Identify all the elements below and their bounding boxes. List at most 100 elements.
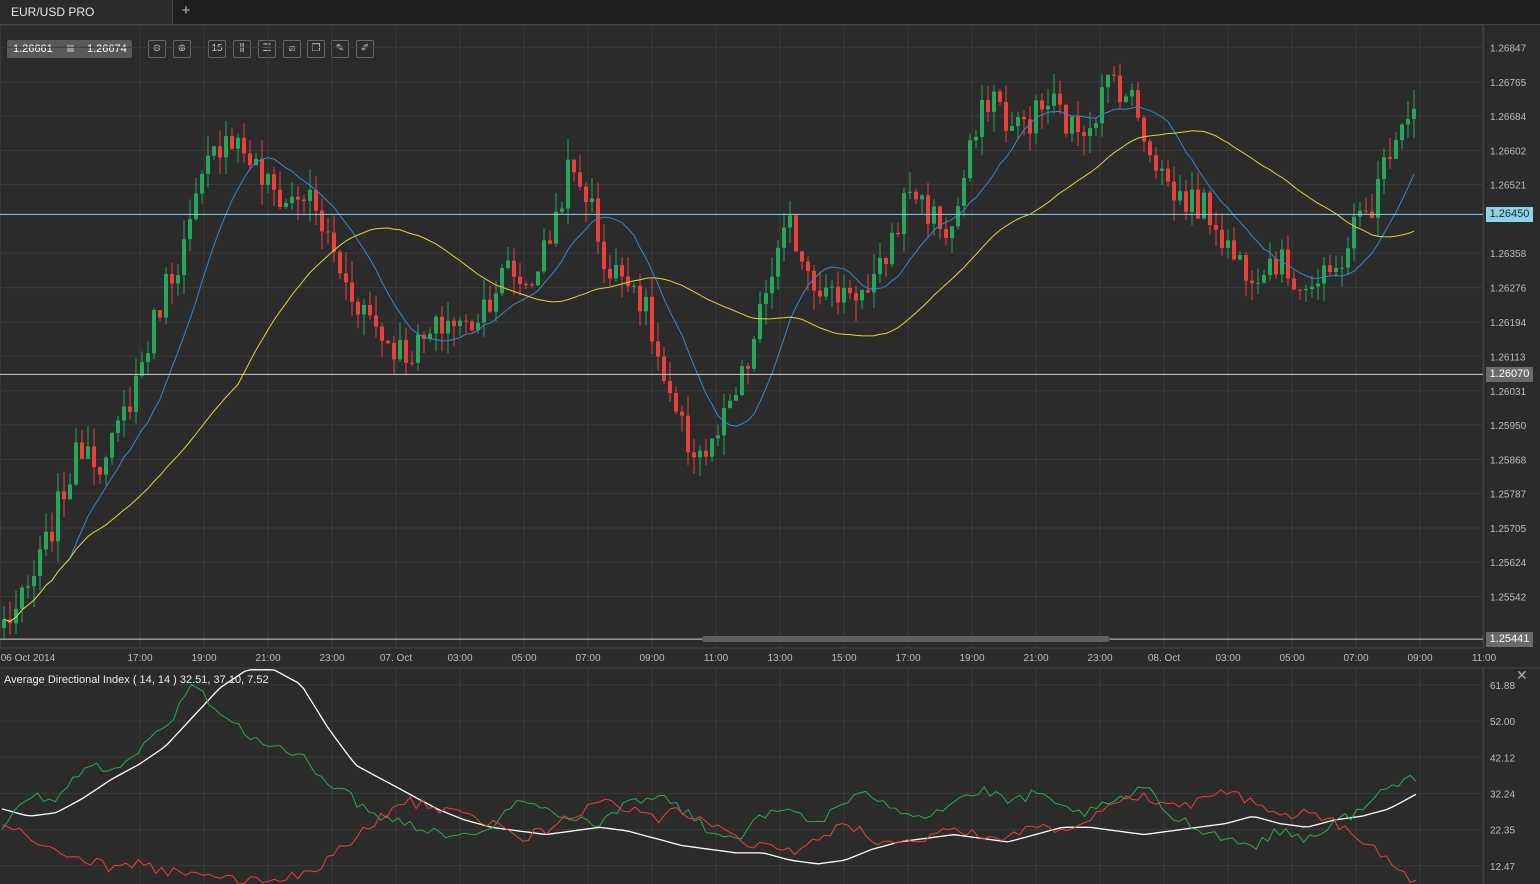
indicators-icon[interactable]: ☰ [258, 40, 276, 58]
y-tick-label: 1.25950 [1490, 421, 1527, 432]
candle-body [1232, 240, 1236, 260]
candle-body [704, 450, 708, 457]
candle-body [866, 290, 870, 293]
ma-fast-line [3, 106, 1415, 622]
ma-slow-line [3, 130, 1415, 622]
candle-body [908, 191, 912, 193]
candle-body [374, 315, 378, 327]
candle-body [896, 232, 900, 235]
candle-body [740, 366, 744, 395]
candle-body [332, 232, 336, 252]
candle-body [296, 196, 300, 200]
adx-y-tick-label: 12.47 [1490, 862, 1515, 873]
candle-body [1004, 101, 1008, 131]
timeframe-icon[interactable]: 15 [208, 40, 226, 58]
candle-body [1280, 249, 1284, 275]
zoom-out-icon[interactable]: ⊖ [148, 40, 166, 58]
candle-body [554, 211, 558, 244]
candle-body [1088, 128, 1092, 137]
candle-body [20, 587, 24, 609]
edit-icon[interactable]: ✎ [331, 40, 349, 58]
candle-body [800, 251, 804, 262]
candle-body [650, 296, 654, 342]
copy-icon[interactable]: ❐ [307, 40, 325, 58]
close-indicator-icon[interactable]: ✕ [1516, 667, 1528, 683]
candle-body [1268, 258, 1272, 275]
candle-body [356, 301, 360, 315]
adx-y-tick-label: 32.24 [1490, 789, 1515, 800]
candle-body [920, 195, 924, 200]
candle-body [44, 531, 48, 550]
candle-body [530, 284, 534, 286]
candle-body [1238, 255, 1242, 260]
zoom-in-icon[interactable]: ⊕ [173, 40, 191, 58]
candle-body [506, 260, 510, 268]
y-tick-label: 1.26194 [1490, 318, 1527, 329]
candle-body [962, 178, 966, 206]
candle-body [674, 393, 678, 412]
candle-body [776, 247, 780, 277]
candle-body [98, 467, 102, 475]
candle-body [578, 172, 582, 187]
draw-icon[interactable]: ✐ [356, 40, 374, 58]
x-tick-label: 17:00 [127, 653, 152, 664]
candle-body [1322, 265, 1326, 284]
candle-body [278, 189, 282, 207]
adx-y-tick-label: 22.35 [1490, 826, 1515, 837]
candle-body [770, 276, 774, 294]
candle-body [584, 186, 588, 203]
candle-body [1040, 100, 1044, 110]
candle-body [1190, 189, 1194, 212]
candle-body [1124, 96, 1128, 103]
candle-body [368, 304, 372, 316]
candle-body [536, 271, 540, 286]
candle-body [992, 91, 996, 112]
y-tick-label: 1.25624 [1490, 558, 1527, 569]
candle-body [638, 285, 642, 312]
chart-settings-icon[interactable]: ⧄ [283, 40, 301, 58]
candle-body [1016, 116, 1020, 127]
x-tick-label: 17:00 [895, 653, 920, 664]
candle-body [1340, 267, 1344, 269]
candle-body [1010, 126, 1014, 131]
candle-body [1400, 124, 1404, 141]
candle-body [8, 619, 12, 624]
candle-body [1076, 116, 1080, 133]
candle-body [914, 191, 918, 200]
candle-body [608, 269, 612, 279]
x-tick-label: 23:00 [319, 653, 344, 664]
candle-body [818, 290, 822, 297]
candle-body [170, 274, 174, 284]
candle-body [692, 452, 696, 458]
spread-icon [67, 45, 74, 52]
candle-body [452, 320, 456, 327]
price-tag: 1.25441 [1486, 632, 1533, 648]
candle-body [512, 260, 516, 277]
candle-body [116, 420, 120, 433]
add-tab-button[interactable]: + [181, 2, 191, 19]
chart-scrollbar[interactable] [702, 636, 1110, 642]
candle-body [128, 406, 132, 412]
candle-body [1064, 104, 1068, 134]
x-tick-label: 21:00 [1023, 653, 1048, 664]
x-tick-label: 15:00 [831, 653, 856, 664]
bid-price: 1.26661 [13, 43, 53, 55]
candle-body [998, 91, 1002, 102]
candle-body [470, 321, 474, 331]
candle-body [440, 316, 444, 334]
candle-body [26, 586, 30, 588]
candle-body [602, 241, 606, 270]
candle-body [980, 100, 984, 137]
chart-type-icon[interactable]: ⫼ [233, 40, 251, 58]
candle-body [254, 158, 258, 166]
candle-body [788, 215, 792, 228]
tab-eurusd[interactable]: EUR/USD PRO [0, 0, 173, 24]
candle-body [644, 296, 648, 312]
y-tick-label: 1.25542 [1490, 593, 1527, 604]
candle-body [1046, 105, 1050, 110]
y-tick-label: 1.26358 [1490, 249, 1527, 260]
x-tick-label: 07. Oct [380, 653, 412, 664]
price-tag: 1.26450 [1486, 207, 1533, 223]
candle-body [86, 446, 90, 459]
